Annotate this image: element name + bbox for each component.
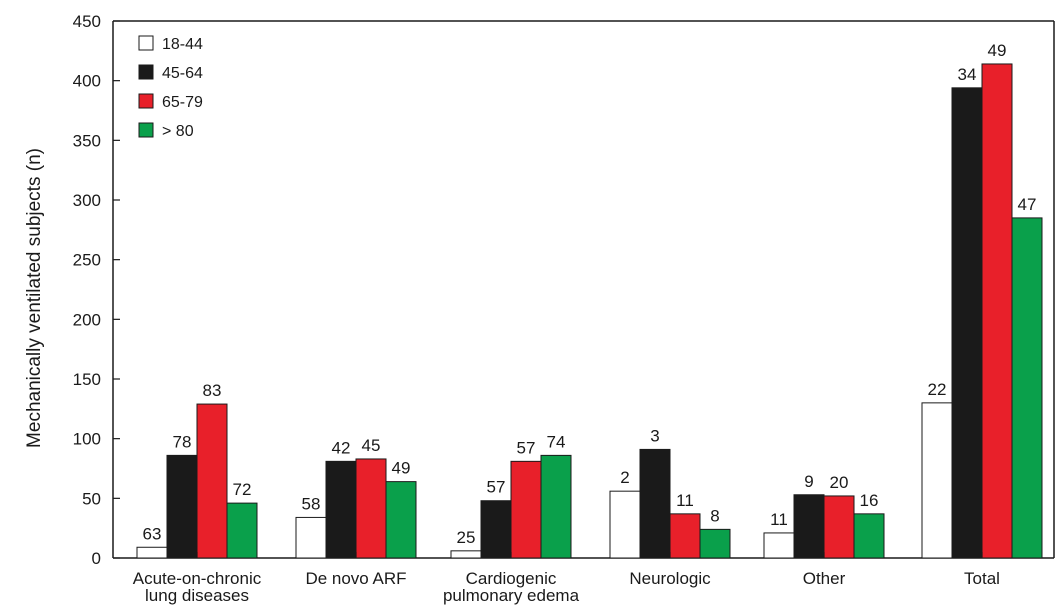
y-tick-label: 200: [73, 310, 101, 329]
category-label: Acute-on-chronic lung diseases: [133, 569, 262, 605]
y-tick-label: 0: [92, 549, 101, 568]
bar: [639, 448, 671, 559]
data-label: 9: [804, 472, 813, 491]
data-label: 16: [860, 491, 879, 510]
category-label-line: De novo ARF: [305, 569, 406, 588]
category-label: Total: [964, 569, 1000, 588]
data-label: 78: [173, 432, 192, 451]
category-label-line: Acute-on-chronic: [133, 569, 262, 588]
y-tick-label: 50: [82, 489, 101, 508]
data-label: 34: [958, 65, 977, 84]
bar: [355, 458, 387, 559]
data-label: 42: [332, 438, 351, 457]
category-label: Neurologic: [629, 569, 711, 588]
data-label: 22: [928, 380, 947, 399]
legend-swatch: [138, 93, 154, 109]
data-label: 83: [203, 381, 222, 400]
data-label: 58: [302, 494, 321, 513]
y-tick-label: 150: [73, 370, 101, 389]
legend-swatch: [138, 122, 154, 138]
data-label: 57: [517, 438, 536, 457]
category-label-line: Neurologic: [629, 569, 711, 588]
plot-area: 05010015020025030035040045063788372Acute…: [73, 12, 1055, 605]
bar: [510, 460, 542, 559]
data-label: 72: [233, 480, 252, 499]
bar: [196, 403, 228, 559]
bar: [450, 550, 482, 559]
category-label-line: Cardiogenic: [466, 569, 557, 588]
y-axis-title: Mechanically ventilated subjects (n): [24, 148, 45, 448]
bar: [853, 513, 885, 559]
data-label: 45: [362, 436, 381, 455]
y-tick-label: 350: [73, 131, 101, 150]
legend: 18-44 45-64 65-79 > 80: [138, 35, 203, 140]
bar: [136, 546, 168, 559]
bar: [609, 490, 641, 559]
category-label-line: pulmonary edema: [443, 586, 580, 605]
bar: [1011, 217, 1043, 559]
category-label: De novo ARF: [305, 569, 406, 588]
legend-swatch: [138, 35, 154, 51]
bar: [823, 495, 855, 559]
y-tick-label: 100: [73, 430, 101, 449]
data-label: 49: [392, 459, 411, 478]
y-tick-label: 250: [73, 251, 101, 270]
bar: [699, 528, 731, 559]
category-label: Other: [803, 569, 846, 588]
legend-swatch: [138, 64, 154, 80]
data-label: 49: [988, 41, 1007, 60]
category-label: Cardiogenic pulmonary edema: [443, 569, 580, 605]
bar: [951, 87, 983, 559]
data-label: 74: [547, 432, 566, 451]
category-label-line: lung diseases: [145, 586, 249, 605]
bar: [226, 502, 258, 559]
bar: [540, 454, 572, 559]
data-label: 20: [830, 473, 849, 492]
bar: [295, 516, 327, 559]
data-label: 11: [770, 510, 788, 529]
y-tick-label: 300: [73, 191, 101, 210]
bar: [763, 532, 795, 559]
bar: [325, 460, 357, 559]
legend-label: 65-79: [162, 94, 203, 111]
bar: [166, 454, 198, 559]
category-label-line: Other: [803, 569, 846, 588]
data-label: 3: [650, 426, 659, 445]
data-label: 11: [676, 491, 694, 510]
data-label: 57: [487, 478, 506, 497]
y-tick-label: 450: [73, 12, 101, 31]
bar: [480, 500, 512, 559]
data-label: 63: [143, 524, 162, 543]
legend-label: 18-44: [162, 36, 203, 53]
bar: [921, 402, 953, 559]
data-label: 25: [457, 528, 476, 547]
data-label: 8: [710, 506, 719, 525]
y-tick-label: 400: [73, 72, 101, 91]
data-label: 2: [620, 468, 629, 487]
bar: [385, 481, 417, 559]
data-label: 47: [1018, 195, 1037, 214]
category-label-line: Total: [964, 569, 1000, 588]
legend-label: > 80: [162, 123, 194, 140]
bar: [793, 494, 825, 559]
legend-label: 45-64: [162, 65, 203, 82]
bar: [669, 513, 701, 559]
bar: [981, 63, 1013, 559]
